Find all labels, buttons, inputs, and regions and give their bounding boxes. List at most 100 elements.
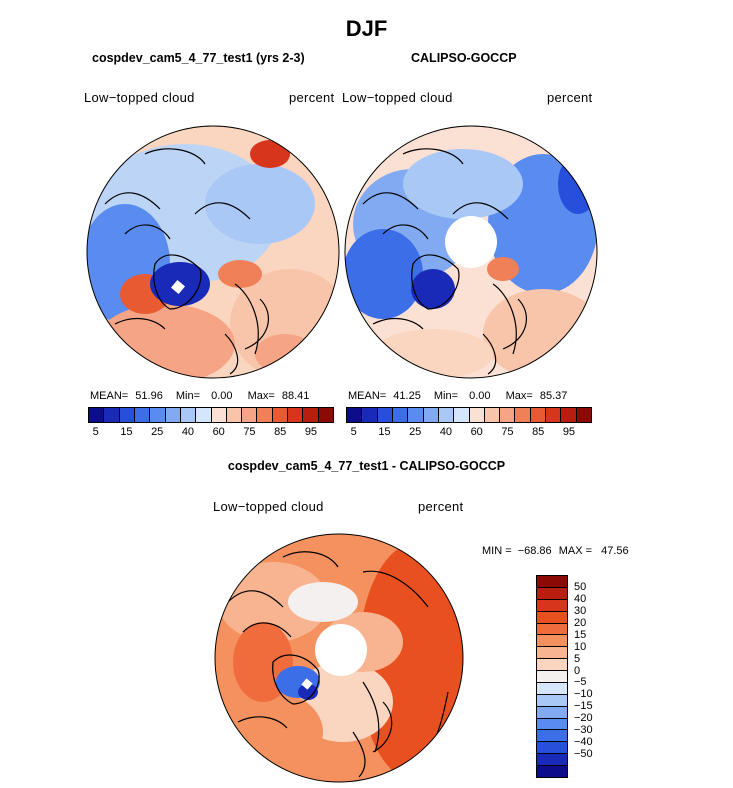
units-label-model: percent — [289, 90, 335, 105]
colorbar-swatch — [537, 576, 567, 588]
mean-label: MEAN= — [90, 390, 129, 402]
polar-map-model — [86, 125, 340, 379]
colorbar-swatch — [392, 408, 409, 422]
colorbar-swatch — [537, 587, 567, 600]
min-label: Min= — [433, 390, 459, 402]
colorbar-swatch — [561, 408, 577, 422]
colorbar-swatch — [180, 408, 197, 422]
polar-gap — [445, 216, 497, 268]
colorbar-swatch — [454, 408, 470, 422]
colorbar-tick-label: 40 — [181, 426, 195, 438]
colorbar-tick-label: 50 — [574, 580, 587, 593]
anomaly-field — [218, 562, 328, 642]
cloud-field — [558, 154, 597, 214]
colorbar-swatch — [537, 742, 567, 755]
cloud-field — [205, 164, 315, 244]
colorbar-swatch — [469, 408, 485, 422]
colorbar-swatch — [226, 408, 243, 422]
colorbar-tick-label: 5 — [92, 426, 99, 438]
colorbar-swatch — [318, 408, 333, 422]
cloud-field — [487, 257, 519, 281]
colorbar-swatch — [438, 408, 455, 422]
colorbar-swatch — [537, 718, 567, 731]
polar-gap — [315, 624, 367, 676]
diff-title: cospdev_cam5_4_77_test1 - CALIPSO-GOCCP — [227, 459, 506, 473]
colorbar-tick-label: −40 — [574, 736, 593, 749]
colorbar-swatch — [537, 635, 567, 648]
colorbar-tick-label: 15 — [120, 426, 133, 438]
missing-data — [170, 279, 186, 295]
colorbar-tick-label: 95 — [562, 426, 576, 438]
anomaly-field — [223, 692, 323, 772]
colorbar-tick-label: 40 — [574, 592, 587, 605]
max-label: Max= — [505, 390, 533, 402]
colorbar-swatch — [423, 408, 439, 422]
colorbar-swatch — [134, 408, 151, 422]
colorbar-swatch — [537, 682, 567, 695]
colorbar-swatch — [537, 623, 567, 636]
colorbar-tick-label: −10 — [574, 688, 593, 701]
colorbar-tick-label: −20 — [574, 712, 593, 725]
colorbar-swatch — [119, 408, 135, 422]
colorbar-swatch — [272, 408, 289, 422]
max-value: 85.37 — [539, 390, 568, 402]
coastlines — [104, 148, 269, 375]
colorbar-swatch — [362, 408, 378, 422]
max-label: Max= — [247, 390, 275, 402]
max-value: 88.41 — [281, 390, 310, 402]
colorbar-swatch — [537, 599, 567, 612]
colorbar-swatch — [537, 611, 567, 624]
anomaly-field — [298, 684, 318, 700]
colorbar-swatch — [530, 408, 547, 422]
colorbar-swatch — [288, 408, 304, 422]
colorbar-tick-label: 15 — [574, 628, 587, 641]
colorbar-swatch — [89, 408, 105, 422]
colorbar-swatch — [537, 694, 567, 707]
colorbar-tick-label: 20 — [574, 616, 587, 629]
colorbar-obs: 5 15 25 40 60 75 85 95 — [346, 407, 592, 443]
min-value: 0.00 — [469, 390, 491, 402]
colorbar-tick-label: −30 — [574, 724, 593, 737]
colorbar-tick-label: 60 — [212, 426, 225, 438]
colorbar-swatch — [196, 408, 212, 422]
min-label: Min= — [175, 390, 201, 402]
colorbar-swatch — [347, 408, 363, 422]
colorbar-swatch — [546, 408, 562, 422]
colorbar-tick-label: 30 — [574, 604, 587, 617]
max-label: MAX = — [558, 545, 593, 557]
colorbar-model: 5 15 25 40 60 75 85 95 — [88, 407, 334, 443]
cloud-field — [483, 289, 597, 378]
colorbar-tick-label: −5 — [574, 676, 587, 689]
anomaly-field — [288, 582, 358, 622]
max-value: 47.56 — [601, 545, 629, 557]
main-title: DJF — [345, 16, 388, 41]
colorbar-swatch — [408, 408, 424, 422]
mean-value: 51.96 — [135, 390, 163, 402]
colorbar-tick-label: 75 — [501, 426, 514, 438]
colorbar-swatch — [257, 408, 273, 422]
colorbar-swatch — [303, 408, 319, 422]
cloud-field — [218, 260, 262, 288]
colorbar-tick-label: 85 — [274, 426, 287, 438]
colorbar-tick-label: −50 — [574, 748, 593, 761]
colorbar-tick-label: 0 — [574, 664, 581, 677]
colorbar-swatch — [537, 754, 567, 766]
cloud-field — [250, 140, 290, 168]
colorbar-swatch — [211, 408, 227, 422]
colorbar-swatch — [165, 408, 181, 422]
min-value: −68.86 — [517, 545, 552, 557]
colorbar-diff-ticks: 50 40 30 20 15 10 5 0 −5 −10 −15 −20 −30 −40 −50 — [574, 575, 614, 778]
left-label-obs: Low−topped cloud — [342, 90, 453, 105]
colorbar-swatch — [537, 706, 567, 719]
colorbar-tick-label: 10 — [574, 640, 587, 653]
colorbar-ticks: 5 15 25 40 60 75 85 95 — [88, 423, 334, 439]
colorbar-swatch — [537, 766, 567, 777]
coastlines — [362, 148, 527, 375]
cloud-field — [95, 304, 235, 378]
mean-label: MEAN= — [348, 390, 387, 402]
colorbar-tick-label: 40 — [439, 426, 453, 438]
diff-units-label: percent — [418, 499, 464, 514]
colorbar-swatches — [88, 407, 334, 423]
panel-title-model: cospdev_cam5_4_77_test1 (yrs 2-3) — [92, 51, 305, 65]
left-label-model: Low−topped cloud — [84, 90, 195, 105]
